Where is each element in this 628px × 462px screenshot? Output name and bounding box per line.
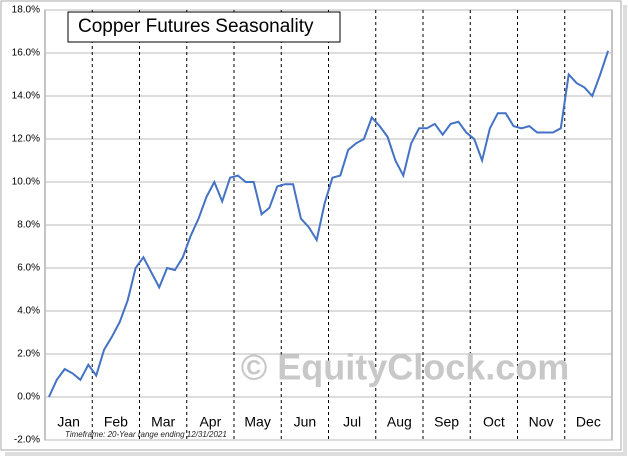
y-tick-label: 6.0%: [17, 263, 40, 274]
y-tick-label: -2.0%: [14, 435, 40, 446]
y-tick-label: 10.0%: [12, 177, 40, 188]
y-tick-label: 2.0%: [17, 349, 40, 360]
y-tick-label: 0.0%: [17, 392, 40, 403]
x-tick-label: Jul: [343, 414, 361, 430]
x-tick-label: Nov: [529, 414, 554, 430]
x-tick-label: Feb: [104, 414, 128, 430]
y-tick-label: 14.0%: [12, 91, 40, 102]
footnote: Timeframe: 20-Year range ending 12/31/20…: [65, 430, 227, 439]
plot-area: -2.0% 0.0% 2.0% 4.0% 6.0% 8.0% 10.0% 12.0% 14.0%…: [12, 5, 613, 446]
x-tick-label: Jun: [294, 414, 317, 430]
watermark: © EquityClock.com: [241, 347, 570, 388]
title-box: [67, 11, 341, 43]
shadow: [5, 452, 627, 456]
x-tick-label: Oct: [483, 414, 505, 430]
x-tick-label: Jan: [57, 414, 80, 430]
x-tick-label: Mar: [151, 414, 175, 430]
y-tick-label: 8.0%: [17, 220, 40, 231]
y-tick-label: 4.0%: [17, 306, 40, 317]
x-tick-label: Sep: [434, 414, 459, 430]
x-tick-label: Apr: [199, 414, 221, 430]
y-tick-label: 12.0%: [12, 134, 40, 145]
chart-title: Copper Futures Seasonality: [78, 16, 314, 37]
line-series: [47, 50, 610, 398]
x-tick-label: Aug: [387, 414, 412, 430]
y-tick-label: 16.0%: [12, 48, 40, 59]
x-tick-label: May: [244, 414, 270, 430]
shadow: [623, 5, 627, 454]
y-tick-label: 18.0%: [12, 5, 40, 16]
x-tick-label: Dec: [576, 414, 601, 430]
